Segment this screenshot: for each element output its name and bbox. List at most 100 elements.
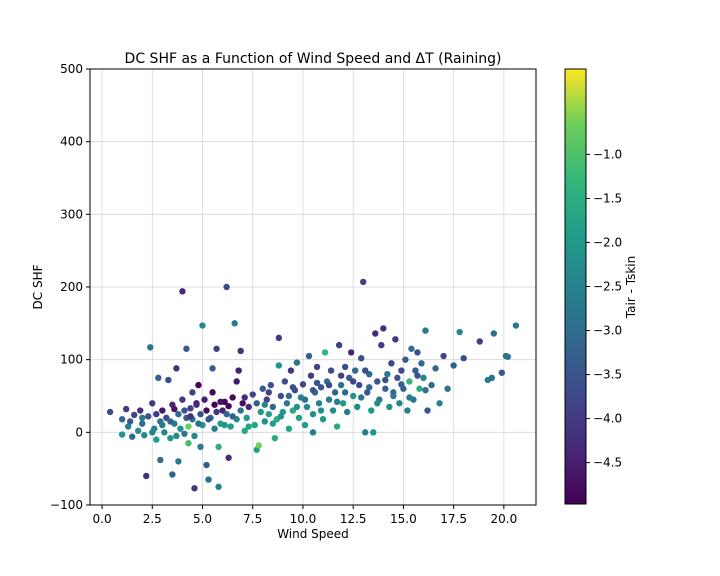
data-point: [239, 400, 246, 407]
data-point: [122, 405, 130, 413]
data-point: [265, 389, 273, 396]
data-point: [299, 381, 307, 388]
data-point: [370, 429, 377, 436]
data-point: [267, 381, 275, 389]
data-point: [167, 434, 174, 442]
data-point: [353, 403, 361, 411]
data-point: [293, 403, 301, 411]
data-point: [382, 385, 389, 392]
data-point: [171, 405, 178, 413]
data-point: [179, 396, 186, 403]
data-point: [498, 369, 506, 376]
data-point: [398, 381, 405, 388]
data-point: [139, 420, 146, 427]
data-point: [128, 433, 136, 440]
data-point: [175, 410, 182, 418]
data-point: [135, 427, 142, 435]
data-point: [233, 378, 240, 385]
data-point: [364, 389, 371, 396]
data-point: [386, 403, 393, 411]
data-point: [205, 476, 212, 483]
data-point: [197, 410, 204, 418]
data-point: [343, 408, 351, 416]
y-tick-label: 500: [60, 62, 83, 76]
data-point: [155, 374, 162, 382]
data-point: [422, 327, 429, 334]
data-point: [126, 418, 134, 425]
data-point: [420, 374, 427, 382]
data-point: [432, 365, 439, 372]
data-point: [412, 367, 419, 374]
data-point: [261, 418, 268, 425]
data-point: [275, 334, 283, 342]
data-point: [229, 394, 236, 401]
data-point: [333, 423, 341, 430]
data-point: [315, 400, 323, 407]
data-point: [215, 443, 222, 451]
colorbar-tick-label: −4.0: [593, 412, 622, 426]
data-point: [245, 423, 252, 430]
colorbar-tick-label: −3.5: [593, 368, 622, 382]
data-point: [460, 355, 467, 362]
data-point: [408, 345, 415, 352]
data-point: [197, 443, 204, 451]
data-point: [476, 338, 483, 345]
data-point: [209, 389, 216, 396]
x-tick-label: 12.5: [340, 512, 367, 526]
data-point: [215, 483, 222, 491]
data-point: [317, 384, 325, 391]
data-point: [195, 420, 202, 427]
data-point: [317, 407, 325, 414]
data-point: [249, 391, 256, 398]
data-point: [139, 414, 146, 421]
data-point: [402, 356, 409, 363]
data-point: [341, 389, 349, 396]
data-point: [181, 407, 188, 414]
data-point: [331, 389, 339, 396]
data-point: [118, 416, 126, 423]
data-point: [143, 472, 150, 480]
data-point: [205, 416, 212, 423]
data-point: [378, 341, 385, 349]
data-point: [444, 385, 451, 392]
x-tick-label: 5.0: [193, 512, 212, 526]
data-point: [360, 278, 367, 286]
data-point: [398, 367, 405, 374]
data-point: [251, 421, 258, 429]
colorbar-tick-label: −2.5: [593, 280, 622, 294]
data-point: [277, 392, 285, 400]
colorbar-tick-label: −4.5: [593, 456, 622, 470]
data-point: [295, 414, 303, 421]
data-point: [175, 458, 182, 465]
data-point: [193, 401, 200, 408]
data-point: [358, 394, 365, 401]
data-point: [145, 413, 152, 420]
data-point: [396, 400, 403, 407]
data-point: [189, 389, 196, 396]
data-point: [203, 407, 210, 414]
x-tick-label: 20.0: [490, 512, 517, 526]
data-point: [243, 414, 250, 421]
data-point: [283, 400, 291, 407]
data-point: [259, 385, 266, 392]
data-point: [450, 362, 457, 369]
data-point: [269, 420, 277, 427]
data-point: [165, 376, 172, 384]
data-point: [149, 429, 156, 436]
data-point: [169, 471, 176, 478]
data-point: [106, 408, 114, 416]
data-point: [261, 401, 268, 408]
colorbar-label: Tair - Tskin: [624, 256, 638, 319]
data-point: [237, 347, 244, 355]
data-point: [183, 345, 190, 352]
data-point: [211, 401, 218, 408]
data-point: [382, 376, 389, 384]
data-point: [305, 352, 313, 360]
data-point: [309, 386, 317, 394]
data-point: [488, 374, 496, 382]
data-point: [213, 408, 220, 416]
data-point: [504, 353, 512, 360]
data-point: [309, 410, 317, 418]
data-point: [414, 372, 421, 379]
data-point: [303, 403, 311, 411]
